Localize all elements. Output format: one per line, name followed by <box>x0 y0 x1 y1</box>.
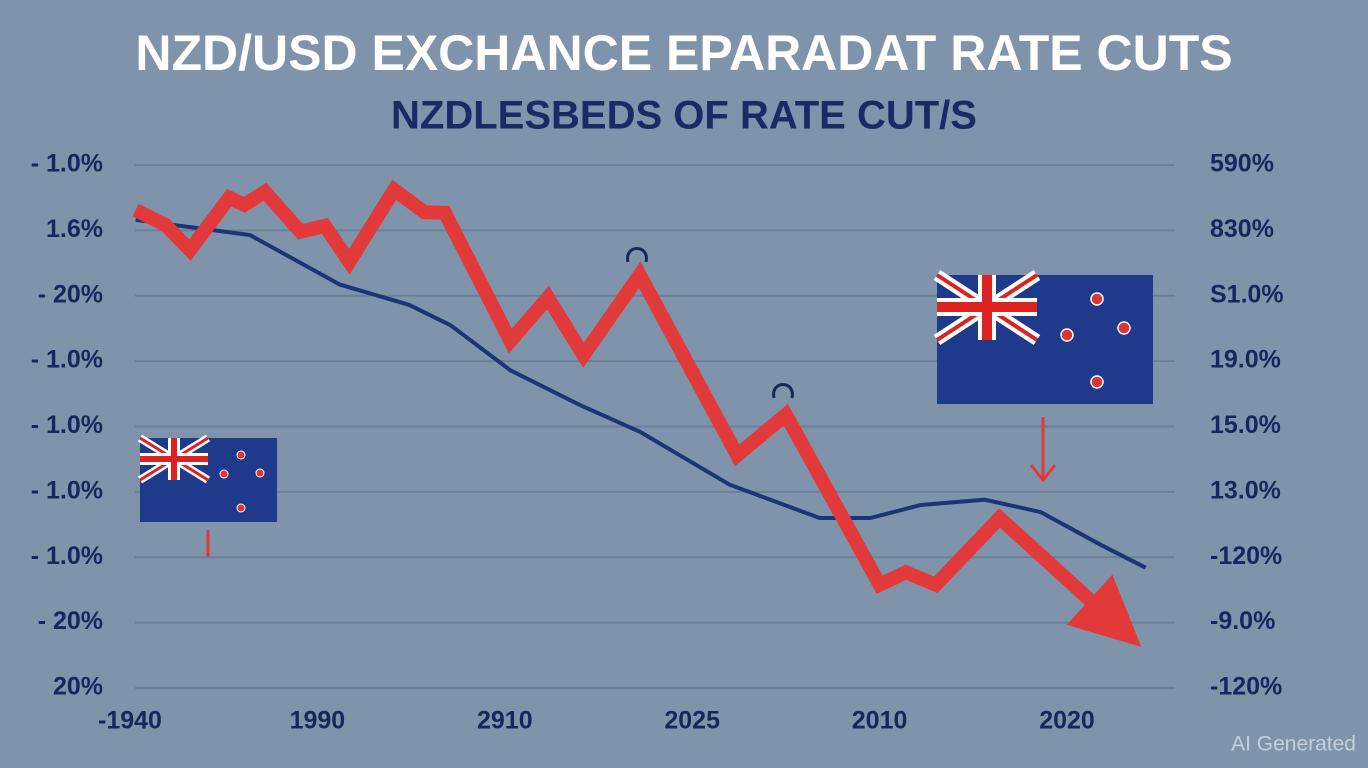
chart-title: NZD/USD EXCHANCE EPARADAT RATE CUTS <box>135 25 1232 81</box>
x-tick-label: 2010 <box>852 707 908 735</box>
y2-tick-label: 13.0% <box>1210 476 1281 504</box>
y2-tick-label: 19.0% <box>1210 346 1281 374</box>
y2-tick-label: 830% <box>1210 215 1274 243</box>
y-tick-label: - 1.0% <box>31 346 103 374</box>
y2-tick-label: -120% <box>1210 542 1282 570</box>
flag-small <box>137 434 277 557</box>
x-tick-label: 2020 <box>1039 707 1095 735</box>
y-tick-label: - 1.0% <box>31 476 103 504</box>
y-tick-label: - 1.0% <box>31 411 103 439</box>
y2-tick-label: -9.0% <box>1210 607 1275 635</box>
x-tick-label: 2910 <box>477 707 533 735</box>
y2-tick-label: 590% <box>1210 150 1274 178</box>
y-tick-label: - 1.0% <box>31 542 103 570</box>
y2-tick-label: 15.0% <box>1210 411 1281 439</box>
flag-large <box>933 269 1153 483</box>
x-tick-label: -1940 <box>98 707 162 735</box>
y2-tick-label: -120% <box>1210 673 1282 701</box>
x-tick-label: 1990 <box>290 707 346 735</box>
plot <box>132 179 1147 647</box>
y-tick-label: 1.6% <box>46 215 103 243</box>
series-line <box>132 179 1095 605</box>
x-tick-label: 2025 <box>664 707 720 735</box>
y-tick-label: - 20% <box>38 280 103 308</box>
chart-subtitle: NZDLESBEDS OF RATE CUT/S <box>391 94 977 138</box>
y-tick-label: - 20% <box>38 607 103 635</box>
y-tick-label: - 1.0% <box>31 150 103 178</box>
markers <box>626 247 794 399</box>
series-line <box>135 217 1147 570</box>
grid: - 1.0% 1.6% - 20% - 1.0% - 1.0% - 1.0% - 1.0% -… <box>31 150 1284 735</box>
y-tick-label: 20% <box>53 673 103 701</box>
arrow-head <box>1066 574 1142 647</box>
watermark: AI Generated <box>1231 733 1356 756</box>
y2-tick-label: S1.0% <box>1210 280 1284 308</box>
